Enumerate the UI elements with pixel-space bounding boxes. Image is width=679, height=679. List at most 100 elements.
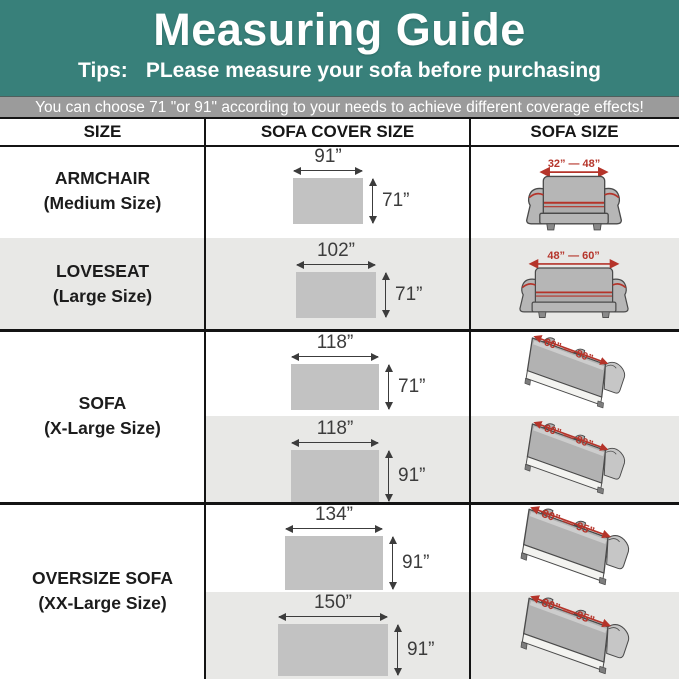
chair-foot bbox=[546, 223, 556, 231]
arm-roll-line bbox=[605, 450, 617, 455]
arm-roll-line bbox=[608, 627, 620, 632]
height-arrow bbox=[368, 178, 377, 224]
height-arrow bbox=[384, 450, 393, 502]
sofa-perspective-drawing: 80” — 95” bbox=[520, 595, 630, 675]
width-arrow bbox=[278, 612, 388, 621]
range-arrow bbox=[530, 506, 612, 539]
height-arrow bbox=[388, 536, 397, 590]
sofa-perspective-drawing: 80” — 95” bbox=[520, 506, 630, 586]
sofa-range-label: 32” — 48” bbox=[548, 158, 600, 170]
cover-width-label: 102” bbox=[316, 240, 356, 261]
width-arrow bbox=[296, 260, 376, 269]
tips-label: Tips: bbox=[78, 59, 128, 82]
range-arrow bbox=[533, 335, 609, 365]
sofa-foot bbox=[524, 377, 531, 386]
table-top-border bbox=[0, 117, 679, 119]
row-label-oversize-sofa: OVERSIZE SOFA (XX-Large Size) bbox=[0, 566, 205, 616]
sofa-arm-right bbox=[603, 447, 626, 480]
cover-width-label: 91” bbox=[314, 146, 342, 167]
cover-diagram-sofa-2: 118” 91” bbox=[291, 418, 426, 502]
chair-foot bbox=[592, 223, 602, 231]
sofa-perspective-illustration: 60” — 80” bbox=[524, 421, 626, 495]
page-title: Measuring Guide bbox=[153, 4, 526, 55]
tips-line: Tips: PLease measure your sofa before pur… bbox=[0, 58, 679, 84]
row-size: (X-Large Size) bbox=[44, 418, 161, 438]
row-label-sofa: SOFA (X-Large Size) bbox=[0, 391, 205, 441]
header-banner: Measuring Guide Tips: PLease measure your… bbox=[0, 0, 679, 96]
row-name: LOVESEAT bbox=[55, 261, 150, 281]
sofa-foot bbox=[601, 311, 610, 318]
oversize-sofa-perspective-illustration: 80” — 95” bbox=[520, 595, 630, 675]
cover-width-label: 118” bbox=[316, 418, 354, 439]
sofa-foot bbox=[520, 552, 528, 561]
cover-rect bbox=[296, 272, 376, 318]
armchair-illustration: 32” — 48” bbox=[525, 158, 623, 231]
sofa-seat bbox=[534, 291, 614, 303]
cover-rect bbox=[291, 364, 379, 410]
range-arrow bbox=[530, 595, 612, 628]
cover-width-label: 118” bbox=[316, 332, 354, 353]
sofa-range-label: 48” — 60” bbox=[547, 250, 599, 262]
cover-diagram-loveseat: 102” 71” bbox=[296, 240, 423, 318]
cover-height-label: 91” bbox=[402, 552, 430, 573]
arm-piping-right bbox=[604, 192, 620, 199]
oversize-sofa-perspective-illustration: 80” — 95” bbox=[520, 506, 630, 586]
info-banner: You can choose 71 "or 91" according to y… bbox=[0, 96, 679, 118]
divider-loveseat-sofa bbox=[0, 329, 679, 332]
chair-base bbox=[539, 212, 609, 225]
sofa-perspective-drawing: 60” — 80” bbox=[524, 335, 626, 409]
arm-roll-line bbox=[605, 364, 617, 369]
sofa-foot bbox=[524, 463, 531, 472]
cover-diagram-oversize-1: 134” 91” bbox=[285, 504, 430, 590]
sofa-arm-right bbox=[603, 361, 626, 394]
arm-piping-left bbox=[528, 192, 544, 199]
column-header-sofa-cover-size: SOFA COVER SIZE bbox=[260, 122, 415, 141]
sofa-foot bbox=[596, 400, 604, 409]
sofa-arm-right bbox=[606, 624, 630, 659]
row-name: OVERSIZE SOFA bbox=[32, 568, 173, 588]
column-header-size: SIZE bbox=[83, 122, 122, 141]
arm-piping-right bbox=[612, 283, 627, 289]
sofa-perspective-drawing: 60” — 80” bbox=[524, 421, 626, 495]
width-arrow bbox=[291, 438, 379, 447]
cover-diagram-sofa-1: 118” 71” bbox=[291, 332, 426, 410]
arm-piping-left bbox=[521, 283, 536, 289]
tips-text: PLease measure your sofa before purchasi… bbox=[145, 59, 601, 82]
cover-height-label: 71” bbox=[398, 376, 426, 397]
range-arrow bbox=[533, 421, 609, 451]
width-arrow bbox=[293, 166, 363, 175]
column-header-sofa-size: SOFA SIZE bbox=[530, 122, 619, 141]
armchair-drawing bbox=[525, 175, 623, 231]
loveseat-drawing bbox=[519, 267, 629, 318]
cover-width-label: 150” bbox=[313, 592, 353, 613]
cover-height-label: 71” bbox=[395, 284, 423, 305]
sofa-foot bbox=[520, 641, 528, 650]
loveseat-illustration: 48” — 60” bbox=[519, 250, 629, 318]
row-label-loveseat: LOVESEAT (Large Size) bbox=[0, 259, 205, 309]
sofa-foot bbox=[538, 311, 547, 318]
arm-roll-line bbox=[608, 538, 620, 543]
cover-diagram-armchair: 91” 71” bbox=[293, 146, 410, 224]
cover-height-label: 71” bbox=[382, 190, 410, 211]
sofa-arm-right bbox=[606, 535, 630, 570]
cover-rect bbox=[278, 624, 388, 676]
cover-height-label: 91” bbox=[407, 639, 435, 660]
row-name: SOFA bbox=[78, 393, 127, 413]
sofa-perspective-illustration: 60” — 80” bbox=[524, 335, 626, 409]
cover-rect bbox=[293, 178, 363, 224]
width-arrow bbox=[285, 524, 383, 533]
row-size: (Medium Size) bbox=[43, 193, 162, 213]
cover-width-label: 134” bbox=[314, 504, 354, 525]
row-label-armchair: ARMCHAIR (Medium Size) bbox=[0, 166, 205, 216]
row-name: ARMCHAIR bbox=[54, 168, 151, 188]
sofa-base bbox=[531, 301, 617, 313]
row-size: (Large Size) bbox=[52, 286, 153, 306]
chair-seat bbox=[542, 202, 606, 214]
cover-diagram-oversize-2: 150” 91” bbox=[278, 592, 435, 676]
sofa-back bbox=[534, 267, 614, 297]
header-row-border bbox=[0, 145, 679, 147]
cover-height-label: 91” bbox=[398, 465, 426, 486]
column-divider-2 bbox=[469, 117, 471, 679]
height-arrow bbox=[381, 272, 390, 318]
